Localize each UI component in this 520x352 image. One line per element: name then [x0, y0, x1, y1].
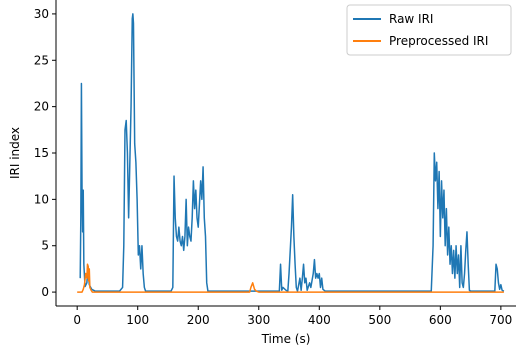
x-tick-label: 200	[187, 313, 210, 327]
x-tick-label: 300	[247, 313, 270, 327]
y-axis-label: IRI index	[8, 127, 22, 179]
y-tick-label: 20	[34, 100, 49, 114]
x-tick-label: 700	[489, 313, 512, 327]
legend-frame	[346, 4, 512, 56]
y-tick-label: 0	[41, 285, 49, 299]
y-tick-label: 25	[34, 53, 49, 67]
x-tick-label: 600	[429, 313, 452, 327]
legend: Raw IRI Preprocessed IRI	[346, 4, 512, 56]
tick-marks-and-labels: 0 100 200 300 400 500 600 700 0 5 10 15 20 25 30	[34, 7, 513, 327]
series-line-preprocessed-iri	[77, 263, 504, 293]
x-tick-label: 0	[73, 313, 81, 327]
y-tick-label: 15	[34, 146, 49, 160]
x-tick-label: 400	[308, 313, 331, 327]
x-axis-label: Time (s)	[261, 332, 311, 346]
x-tick-label: 100	[126, 313, 149, 327]
x-tick-label: 500	[368, 313, 391, 327]
series-line-raw-iri	[79, 13, 505, 292]
y-tick-label: 10	[34, 192, 49, 206]
series-lines	[77, 13, 505, 293]
y-tick-label: 30	[34, 7, 49, 21]
legend-label-raw-iri: Raw IRI	[389, 12, 433, 26]
y-tick-label: 5	[41, 239, 49, 253]
legend-label-preprocessed-iri: Preprocessed IRI	[389, 34, 488, 48]
